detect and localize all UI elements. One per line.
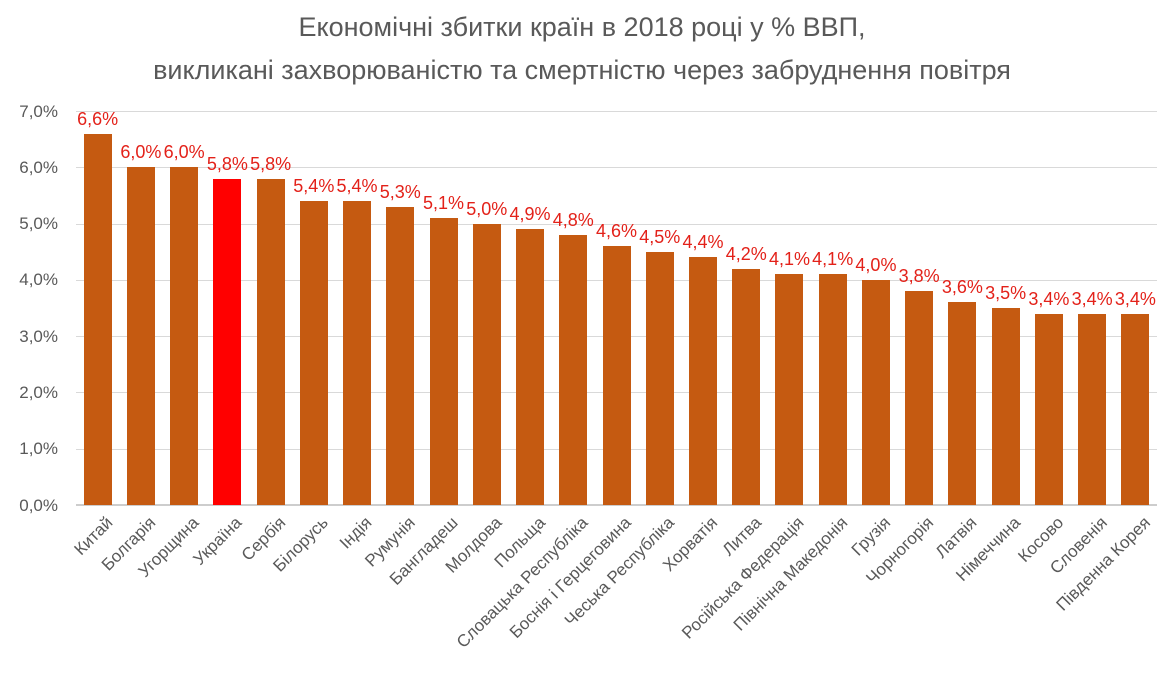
value-label: 3,4% xyxy=(1028,288,1070,309)
value-label: 3,8% xyxy=(898,266,940,287)
value-label: 5,1% xyxy=(423,192,465,213)
bar xyxy=(429,217,458,505)
y-axis-tick-label: 4,0% xyxy=(19,270,58,290)
bar xyxy=(83,133,112,505)
value-label: 5,8% xyxy=(250,153,292,174)
y-axis-tick-label: 5,0% xyxy=(19,214,58,234)
bar xyxy=(126,167,155,505)
bar xyxy=(1034,313,1063,505)
x-axis-label: Індія xyxy=(335,513,376,553)
bar xyxy=(516,229,545,505)
value-label: 4,2% xyxy=(725,243,767,264)
value-label: 6,0% xyxy=(163,142,205,163)
bar xyxy=(343,201,372,505)
value-label: 4,9% xyxy=(509,204,551,225)
value-label: 5,4% xyxy=(336,176,378,197)
bar xyxy=(472,223,501,505)
y-axis-tick-label: 7,0% xyxy=(19,101,58,121)
bar xyxy=(905,291,934,505)
value-label: 3,4% xyxy=(1114,288,1156,309)
y-axis-tick-label: 3,0% xyxy=(19,326,58,346)
value-label: 3,5% xyxy=(985,283,1027,303)
y-axis-tick-label: 1,0% xyxy=(19,439,58,459)
y-axis-tick-label: 2,0% xyxy=(19,382,58,402)
value-label: 4,1% xyxy=(812,249,854,270)
bar xyxy=(991,308,1020,505)
chart-title-line2: викликані захворюваністю та смертністю ч… xyxy=(153,55,1011,85)
chart-title: Економічні збитки країн в 2018 році у % … xyxy=(0,6,1164,92)
gridline xyxy=(76,167,1157,169)
value-label: 3,6% xyxy=(941,277,983,298)
bar xyxy=(559,234,588,505)
value-label: 6,6% xyxy=(77,108,119,129)
bar xyxy=(299,201,328,505)
value-label: 4,0% xyxy=(855,254,897,275)
y-axis-tick-label: 6,0% xyxy=(19,157,58,177)
value-label: 4,1% xyxy=(768,249,810,270)
bar xyxy=(818,274,847,505)
bar-highlighted xyxy=(213,178,242,505)
value-label: 5,3% xyxy=(379,181,421,202)
value-label: 5,8% xyxy=(206,153,248,174)
bar xyxy=(386,206,415,505)
value-label: 5,4% xyxy=(293,176,335,197)
value-label: 5,0% xyxy=(466,198,508,219)
chart-title-line1: Економічні збитки країн в 2018 році у % … xyxy=(298,12,866,42)
gridline xyxy=(76,111,1157,112)
plot-area: 6,6% 6,0% 6,0% 5,8% 5,8% 5,4% 5,4% 5,3% 5,1% 5,0%… xyxy=(76,108,1157,506)
y-axis-tick-label: 0,0% xyxy=(19,495,58,515)
value-label: 4,5% xyxy=(639,226,681,247)
bar xyxy=(256,178,285,505)
value-label: 4,6% xyxy=(595,221,638,242)
value-label: 3,4% xyxy=(1071,288,1113,309)
bar xyxy=(1121,313,1150,505)
bar xyxy=(775,274,804,505)
gridline xyxy=(76,223,1157,225)
bar xyxy=(170,167,199,505)
bar xyxy=(948,302,977,505)
bar xyxy=(861,279,890,505)
value-label: 6,0% xyxy=(120,142,162,163)
bar xyxy=(732,268,761,505)
value-label: 4,4% xyxy=(682,232,724,253)
value-label: 4,8% xyxy=(552,209,594,230)
x-axis-line xyxy=(76,504,1157,506)
bar xyxy=(1078,313,1107,505)
bar xyxy=(602,246,631,505)
bar xyxy=(645,251,674,505)
bar xyxy=(688,257,717,505)
